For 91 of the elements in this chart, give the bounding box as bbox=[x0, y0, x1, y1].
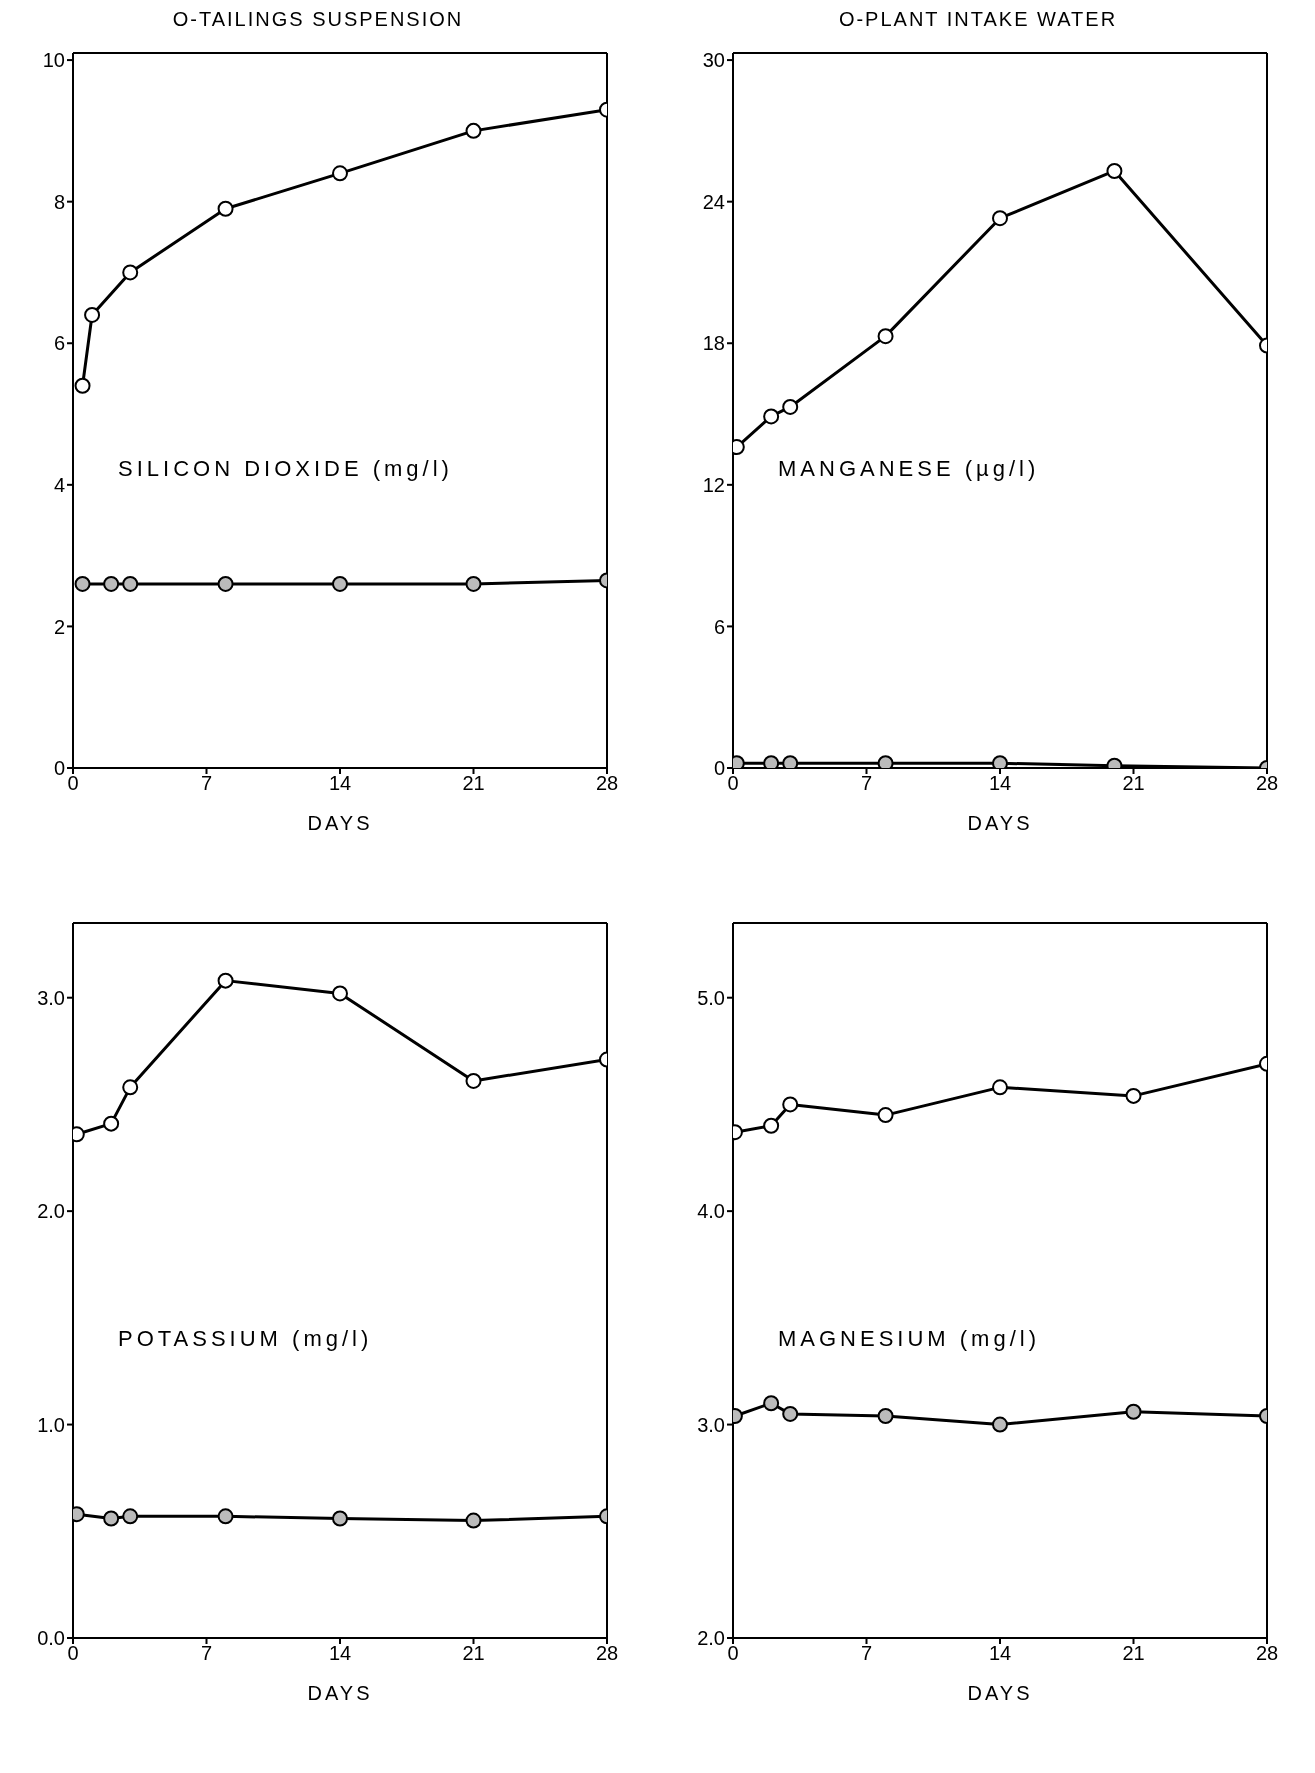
x-tick-label: 0 bbox=[727, 1642, 739, 1665]
y-tick-label: 3.0 bbox=[697, 1413, 725, 1436]
x-axis-title: DAYS bbox=[967, 1682, 1033, 1704]
point bbox=[84, 306, 101, 323]
point bbox=[465, 122, 482, 139]
point bbox=[103, 1510, 120, 1527]
point bbox=[992, 1416, 1008, 1433]
point bbox=[122, 575, 139, 592]
annotation: SILICON DIOXIDE (mg/l) bbox=[118, 455, 453, 482]
x-tick-label: 0 bbox=[727, 772, 739, 795]
chart-title: O-TAILINGS SUSPENSION bbox=[172, 8, 464, 30]
point bbox=[217, 972, 234, 989]
point bbox=[1125, 1403, 1142, 1420]
point bbox=[992, 1079, 1008, 1096]
y-tick-label: 2.0 bbox=[37, 1200, 65, 1223]
y-tick-label: 24 bbox=[702, 190, 725, 213]
point bbox=[782, 1405, 799, 1422]
y-tick-label: 2 bbox=[53, 615, 65, 638]
x-tick-label: 7 bbox=[200, 1642, 213, 1665]
x-tick-label: 28 bbox=[595, 772, 619, 795]
point bbox=[992, 210, 1008, 227]
point bbox=[103, 1115, 120, 1132]
point bbox=[74, 575, 91, 592]
y-tick-label: 12 bbox=[702, 473, 725, 496]
x-tick-label: 14 bbox=[988, 1642, 1012, 1665]
point bbox=[332, 985, 348, 1002]
point bbox=[217, 200, 234, 217]
point bbox=[1106, 162, 1123, 179]
point bbox=[782, 755, 799, 768]
x-axis-title: DAYS bbox=[967, 812, 1033, 834]
point bbox=[332, 1510, 348, 1527]
point bbox=[332, 575, 348, 592]
point bbox=[74, 377, 91, 394]
x-tick-label: 28 bbox=[595, 1642, 619, 1665]
y-tick-label: 4 bbox=[53, 473, 65, 496]
x-tick-label: 21 bbox=[1122, 1642, 1145, 1665]
x-tick-label: 0 bbox=[67, 1642, 79, 1665]
point bbox=[465, 575, 482, 592]
point bbox=[465, 1512, 482, 1529]
y-tick-label: 4.0 bbox=[697, 1200, 725, 1223]
point bbox=[763, 408, 780, 425]
point bbox=[763, 755, 780, 768]
x-tick-label: 21 bbox=[1122, 772, 1145, 795]
y-tick-label: 1.0 bbox=[37, 1413, 65, 1436]
point bbox=[877, 1408, 894, 1425]
point bbox=[465, 1072, 482, 1089]
y-tick-label: 6 bbox=[53, 332, 65, 355]
x-tick-label: 14 bbox=[988, 772, 1012, 795]
point bbox=[992, 755, 1008, 768]
x-tick-label: 21 bbox=[462, 772, 485, 795]
point bbox=[122, 1079, 139, 1096]
point bbox=[763, 1117, 780, 1134]
x-tick-label: 14 bbox=[328, 772, 352, 795]
y-tick-label: 5.0 bbox=[697, 986, 725, 1009]
annotation: MAGNESIUM (mg/l) bbox=[778, 1325, 1040, 1352]
x-tick-label: 28 bbox=[1255, 772, 1279, 795]
x-axis-title: DAYS bbox=[307, 1682, 373, 1704]
chart-title: O-PLANT INTAKE WATER bbox=[838, 8, 1118, 30]
y-tick-label: 30 bbox=[702, 49, 725, 72]
point bbox=[1125, 1087, 1142, 1104]
point bbox=[122, 264, 139, 281]
y-tick-label: 10 bbox=[42, 49, 65, 72]
annotation: POTASSIUM (mg/l) bbox=[118, 1325, 373, 1352]
y-tick-label: 2.0 bbox=[697, 1627, 725, 1650]
y-tick-label: 0.0 bbox=[37, 1627, 65, 1650]
x-tick-label: 21 bbox=[462, 1642, 485, 1665]
x-tick-label: 0 bbox=[67, 772, 79, 795]
x-axis-title: DAYS bbox=[307, 812, 373, 834]
x-tick-label: 14 bbox=[328, 1642, 352, 1665]
y-tick-label: 0 bbox=[713, 757, 725, 780]
annotation: MANGANESE (µg/l) bbox=[778, 455, 1040, 482]
point bbox=[877, 755, 894, 768]
point bbox=[763, 1395, 780, 1412]
point bbox=[217, 1508, 234, 1525]
x-tick-label: 7 bbox=[200, 772, 213, 795]
x-tick-label: 7 bbox=[860, 772, 873, 795]
y-tick-label: 6 bbox=[713, 615, 725, 638]
x-tick-label: 28 bbox=[1255, 1642, 1279, 1665]
x-tick-label: 7 bbox=[860, 1642, 873, 1665]
point bbox=[217, 575, 234, 592]
point bbox=[782, 1096, 799, 1113]
point bbox=[877, 328, 894, 345]
point bbox=[122, 1508, 139, 1525]
y-tick-label: 18 bbox=[702, 332, 725, 355]
point bbox=[877, 1107, 894, 1124]
point bbox=[103, 575, 120, 592]
point bbox=[782, 398, 799, 415]
y-tick-label: 0 bbox=[53, 757, 65, 780]
y-tick-label: 8 bbox=[53, 190, 65, 213]
point bbox=[332, 165, 348, 182]
y-tick-label: 3.0 bbox=[37, 986, 65, 1009]
